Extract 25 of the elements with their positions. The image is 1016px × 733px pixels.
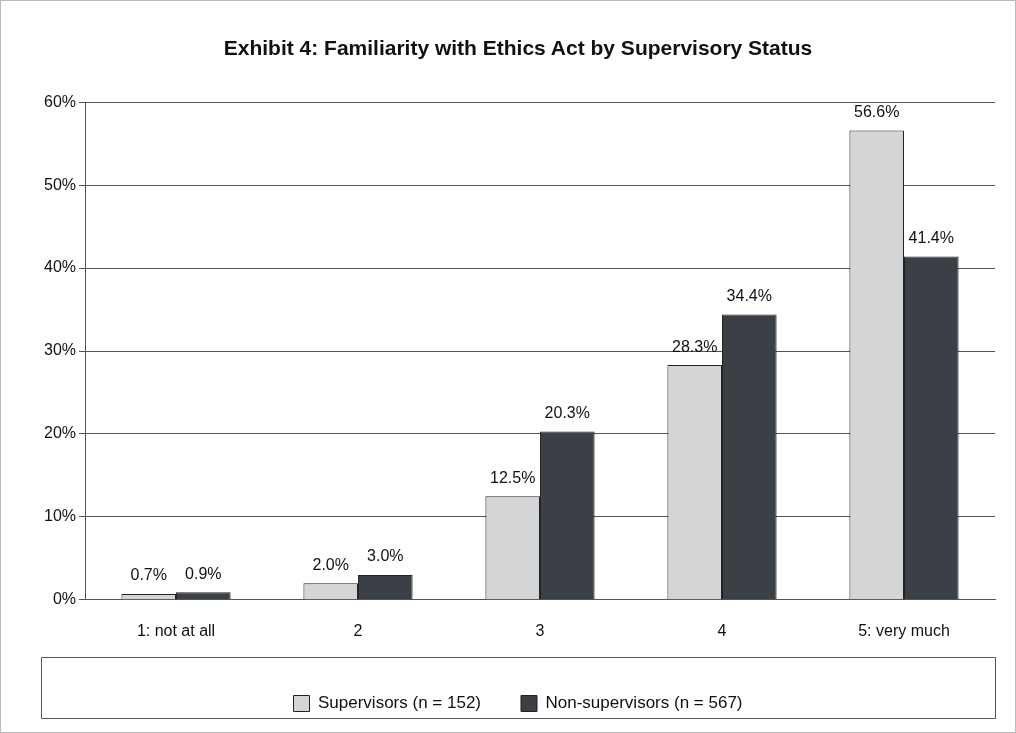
x-tick-label: 1: not at all bbox=[136, 621, 216, 639]
legend-label: Supervisors (n = 152) bbox=[318, 693, 481, 713]
data-label: 41.4% bbox=[908, 228, 954, 246]
data-label: 34.4% bbox=[726, 286, 772, 304]
x-tick-label: 4 bbox=[717, 621, 727, 639]
data-label: 28.3% bbox=[672, 337, 718, 355]
y-tick-label: 30% bbox=[43, 341, 77, 359]
x-tick-label: 3 bbox=[535, 621, 545, 639]
y-tick-label: 10% bbox=[43, 507, 77, 525]
x-tick-label: 2 bbox=[353, 621, 363, 639]
x-tick-label: 5: very much bbox=[858, 621, 950, 639]
data-label: 3.0% bbox=[367, 547, 404, 565]
legend-label: Non-supervisors (n = 567) bbox=[545, 693, 743, 713]
y-tick-label: 20% bbox=[43, 424, 77, 442]
data-label: 2.0% bbox=[312, 555, 349, 573]
y-tick-label: 40% bbox=[43, 258, 77, 276]
data-label: 56.6% bbox=[854, 102, 900, 120]
y-tick-label: 0% bbox=[52, 590, 77, 608]
data-label: 12.5% bbox=[490, 468, 536, 486]
data-label: 0.7% bbox=[130, 566, 167, 584]
y-tick-label: 50% bbox=[43, 175, 77, 193]
data-label: 0.9% bbox=[185, 564, 222, 582]
chart-title: Exhibit 4: Familiarity with Ethics Act by Supervisory Status bbox=[223, 36, 813, 60]
y-tick-label: 60% bbox=[43, 92, 77, 110]
data-label: 20.3% bbox=[544, 403, 590, 421]
